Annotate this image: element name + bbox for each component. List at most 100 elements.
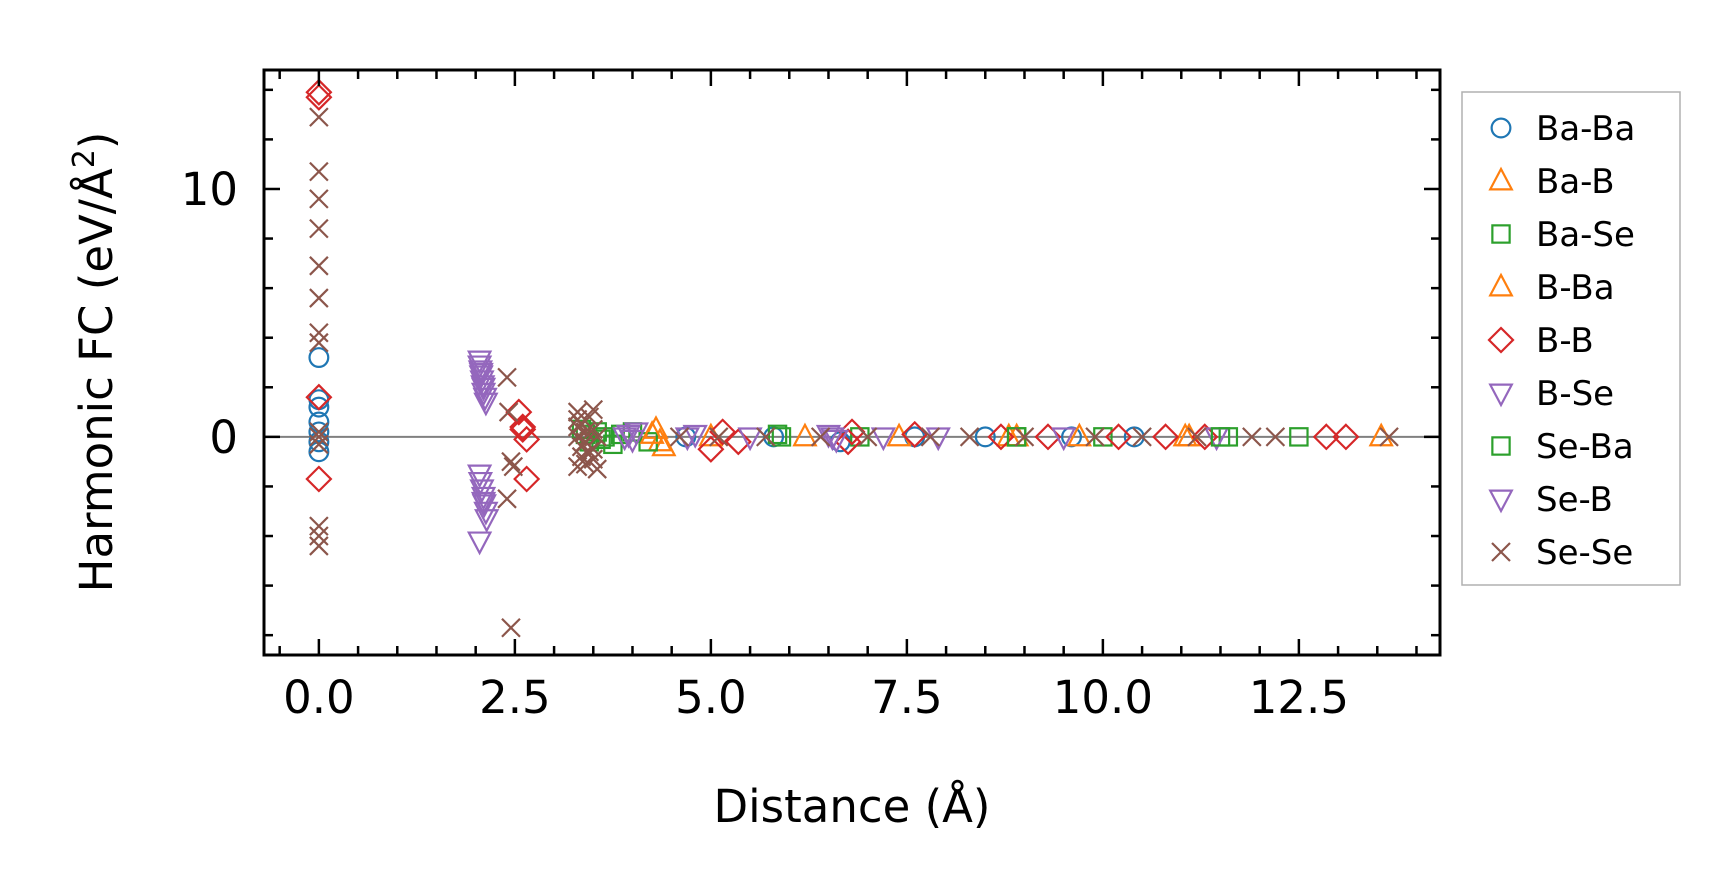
legend-label: B-Ba (1536, 268, 1615, 308)
data-point-se-ba (771, 427, 792, 447)
x-tick-label: 0.0 (283, 671, 355, 724)
y-axis-label: Harmonic FC (eV/Å2) (67, 132, 123, 593)
data-point-se-se (959, 427, 980, 447)
data-point-se-se (497, 489, 517, 509)
data-point-se-se (309, 536, 329, 556)
data-point-b-se (474, 509, 500, 534)
data-point-se-b (470, 491, 497, 516)
data-point-se-ba (1210, 427, 1231, 447)
data-point-se-se (755, 427, 776, 447)
axis-labels: Distance (Å) Harmonic FC (eV/Å2) (67, 132, 990, 833)
data-point-se-se (309, 434, 329, 455)
data-point-b-b (1152, 423, 1180, 451)
data-point-se-se (708, 427, 729, 447)
data-point-b-b (724, 428, 752, 456)
data-point-b-ba (639, 420, 665, 444)
legend-label: Ba-Se (1536, 215, 1635, 255)
legend-entry-se-ba: Se-Ba (1491, 427, 1634, 467)
y-axis-label-superscript: 2 (67, 149, 102, 168)
series-se-se (309, 107, 1399, 638)
data-point-ba-se (1289, 427, 1309, 447)
data-point-se-se (503, 456, 524, 477)
data-point-b-se (737, 427, 763, 452)
data-point-b-b (509, 415, 537, 443)
data-point-se-se (567, 402, 588, 422)
data-point-b-se (467, 471, 494, 496)
data-point-b-se (469, 370, 495, 395)
data-point-se-se (920, 427, 941, 447)
legend-marker-ba-ba (1490, 117, 1512, 139)
legend-label: Se-Se (1536, 533, 1633, 573)
legend-entry-ba-se: Ba-Se (1491, 215, 1635, 255)
y-axis-label-close: ) (70, 132, 123, 150)
data-point-se-se (309, 322, 329, 343)
data-point-b-b (834, 428, 862, 456)
data-point-b-se (870, 427, 896, 452)
data-point-b-b (305, 383, 333, 411)
data-point-ba-ba (308, 441, 330, 463)
legend-label: Ba-Ba (1536, 109, 1635, 149)
data-point-ba-ba (974, 426, 996, 448)
data-point-se-se (309, 256, 329, 276)
data-point-b-b (305, 83, 333, 111)
data-point-se-se (309, 107, 329, 127)
data-point-ba-b (792, 422, 818, 447)
data-point-b-se (623, 422, 650, 447)
legend-label: Se-Ba (1536, 427, 1634, 467)
data-point-b-se (472, 387, 498, 412)
data-point-se-se (583, 439, 604, 460)
legend-entry-b-ba: B-Ba (1488, 268, 1615, 308)
axes-frame (262, 68, 1442, 657)
data-point-se-se (309, 218, 329, 239)
plot-frame (262, 68, 1442, 657)
data-point-b-se (815, 424, 842, 449)
data-point-se-se (309, 189, 329, 209)
data-point-b-se (469, 479, 495, 504)
data-point-ba-ba (308, 347, 330, 369)
data-point-b-b (697, 435, 725, 463)
data-point-b-se (1051, 427, 1077, 452)
y-tick-label: 10 (181, 163, 238, 216)
legend-entry-b-se: B-Se (1488, 374, 1614, 414)
data-point-se-b (468, 362, 494, 387)
data-point-se-se (1085, 427, 1105, 447)
data-point-b-b (305, 465, 333, 493)
legend-label: Se-B (1536, 480, 1613, 520)
data-point-b-b (1312, 423, 1340, 451)
legend-entry-se-se: Se-Se (1491, 533, 1633, 573)
y-tick-label: 0 (209, 411, 238, 464)
plot-layer (264, 78, 1440, 638)
legend-marker-b-b (1487, 326, 1515, 354)
x-tick-label: 2.5 (479, 671, 551, 724)
data-point-b-se (466, 464, 493, 489)
legend-label: B-B (1536, 321, 1594, 361)
legend: Ba-Ba Ba-B Ba-Se B-Ba B-B B-Se Se-Ba Se-B Se-Se (1461, 91, 1681, 586)
data-point-se-se (498, 402, 519, 422)
data-point-se-se (575, 422, 596, 442)
data-point-se-b (819, 427, 846, 452)
data-point-se-se (497, 367, 517, 388)
data-point-b-b (305, 78, 333, 106)
legend-entry-b-b: B-B (1487, 321, 1594, 361)
data-point-se-se (1242, 427, 1262, 447)
data-point-b-se (682, 424, 708, 449)
legend-marker-ba-se (1491, 224, 1511, 244)
legend-entry-se-b: Se-B (1488, 480, 1613, 520)
x-tick-label: 12.5 (1249, 671, 1349, 724)
data-point-se-se (669, 427, 690, 447)
x-axis-label: Distance (Å) (714, 780, 991, 833)
data-point-se-se (309, 526, 329, 546)
data-point-b-b (513, 425, 541, 453)
data-point-se-se (309, 332, 329, 353)
data-point-se-se (587, 459, 607, 479)
data-point-b-se (473, 501, 499, 526)
data-point-se-se (1265, 427, 1286, 447)
legend-marker-se-ba (1491, 436, 1511, 456)
series-se-b (468, 362, 846, 516)
data-point-se-se (1132, 427, 1152, 447)
legend-entry-ba-ba: Ba-Ba (1490, 109, 1635, 149)
data-point-ba-ba (308, 396, 330, 418)
data-point-se-se (501, 617, 521, 638)
